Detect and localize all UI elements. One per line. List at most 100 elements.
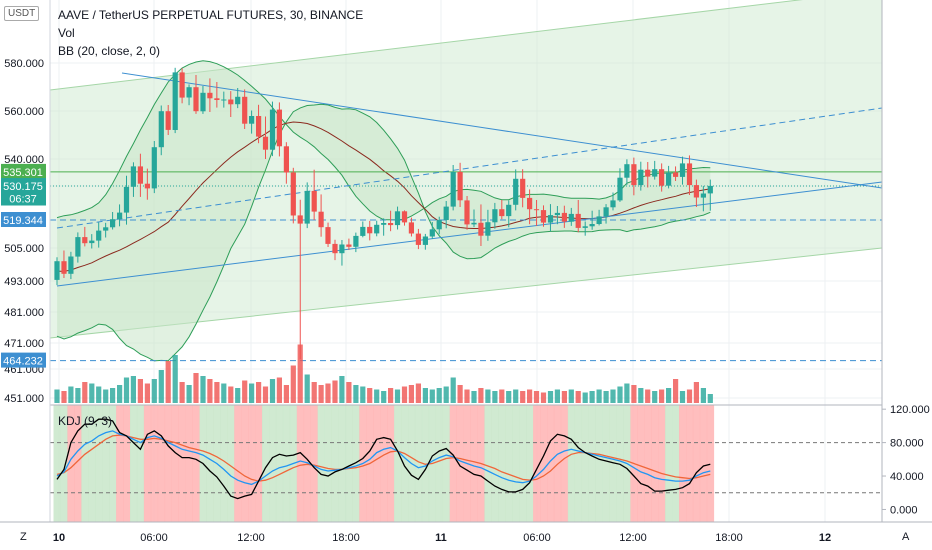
volume-bar — [304, 374, 310, 403]
symbol-title[interactable]: AAVE / TetherUS PERPETUAL FUTURES, 30, B… — [58, 8, 364, 22]
kdj-region — [435, 405, 444, 522]
volume-bar — [561, 391, 567, 403]
kdj-region — [331, 405, 339, 522]
candle-body — [214, 98, 220, 100]
kdj-region — [269, 405, 277, 522]
kdj-region — [310, 405, 318, 522]
candle-body — [547, 215, 554, 223]
kdj-region — [130, 405, 138, 522]
volume-indicator-label[interactable]: Vol — [58, 26, 75, 40]
kdj-region — [387, 405, 395, 522]
kdj-region — [178, 405, 186, 522]
volume-bar — [381, 391, 387, 403]
price-label-badge — [1, 212, 46, 227]
kdj-region — [672, 405, 680, 522]
volume-bar — [256, 382, 262, 403]
volume-bar — [415, 383, 421, 403]
volume-bar — [200, 376, 206, 403]
candle-body — [186, 87, 192, 98]
candle-body — [158, 111, 164, 148]
kdj-region — [282, 405, 291, 522]
volume-bar — [249, 383, 255, 403]
candle-body — [443, 206, 449, 220]
volume-bar — [457, 385, 463, 403]
candle-body — [540, 210, 547, 223]
volume-bar — [554, 389, 560, 403]
volume-bar — [221, 383, 227, 403]
kdj-region — [512, 405, 520, 522]
currency-badge[interactable]: USDT — [4, 6, 40, 21]
volume-bar — [130, 376, 136, 403]
kdj-region — [317, 405, 325, 522]
volume-bar — [207, 379, 213, 403]
candle-body — [235, 96, 241, 105]
kdj-region — [88, 405, 96, 522]
volume-bar — [82, 382, 88, 403]
candle-body — [603, 207, 609, 217]
price-label-text: 519.344 — [3, 215, 43, 227]
volume-bar — [172, 355, 178, 403]
kdj-j-line — [56, 418, 711, 500]
candle-body — [311, 190, 317, 212]
candle-body — [82, 237, 88, 244]
volume-bar — [707, 394, 713, 403]
candle-body — [527, 197, 533, 210]
kdj-region — [574, 405, 583, 522]
kdj-region — [658, 405, 666, 522]
auto-scale-button[interactable]: A — [902, 531, 910, 543]
volume-bar — [652, 391, 658, 403]
candle-body — [318, 211, 324, 228]
candle-body — [262, 136, 269, 150]
volume-bar — [589, 391, 595, 403]
kdj-region — [67, 405, 75, 522]
volume-bar — [582, 392, 588, 403]
candle-body — [89, 240, 95, 244]
bollinger-indicator-label[interactable]: BB (20, close, 2, 0) — [58, 44, 161, 58]
kdj-region — [303, 405, 311, 522]
volume-bar — [297, 344, 303, 403]
candle-body — [165, 111, 171, 130]
kdj-region — [136, 405, 145, 522]
kdj-region — [665, 405, 673, 522]
kdj-region — [560, 405, 569, 522]
volume-bar — [360, 386, 366, 403]
volume-bar — [603, 391, 609, 403]
price-tick-label: 471.000 — [4, 338, 44, 350]
kdj-region — [526, 405, 534, 522]
volume-bar — [638, 388, 644, 403]
timezone-corner-button[interactable]: Z — [20, 531, 27, 543]
time-tick-label: 18:00 — [715, 532, 743, 544]
candle-body — [61, 261, 67, 274]
trend-line-descending — [121, 72, 883, 189]
candle-body — [325, 227, 331, 244]
candle-body — [283, 146, 289, 173]
kdj-region — [498, 405, 506, 522]
kdj-tick-label: 120.000 — [890, 404, 930, 416]
candle-body — [533, 209, 540, 211]
kdj-region — [616, 405, 624, 522]
candle-body — [707, 185, 713, 194]
candle-body — [367, 226, 373, 234]
kdj-region — [414, 405, 423, 522]
volume-bar — [311, 382, 317, 403]
kdj-region — [157, 405, 166, 522]
volume-bar — [158, 370, 164, 403]
price-label-badge — [1, 352, 46, 368]
kdj-region — [637, 405, 645, 522]
volume-bar — [269, 379, 276, 403]
candle-body — [666, 172, 672, 186]
kdj-region — [227, 405, 235, 522]
kdj-region — [519, 405, 527, 522]
bollinger-band-fill — [57, 60, 711, 361]
candle-body — [117, 212, 123, 220]
candle-body — [686, 163, 693, 186]
price-label-badge — [1, 178, 46, 193]
candle-body — [228, 99, 234, 105]
volume-bar — [123, 377, 130, 403]
kdj-region — [644, 405, 652, 522]
kdj-indicator-label[interactable]: KDJ (9, 3) — [58, 414, 113, 428]
volume-bar — [165, 361, 171, 403]
volume-bar — [679, 391, 686, 403]
candle-body — [123, 186, 130, 213]
